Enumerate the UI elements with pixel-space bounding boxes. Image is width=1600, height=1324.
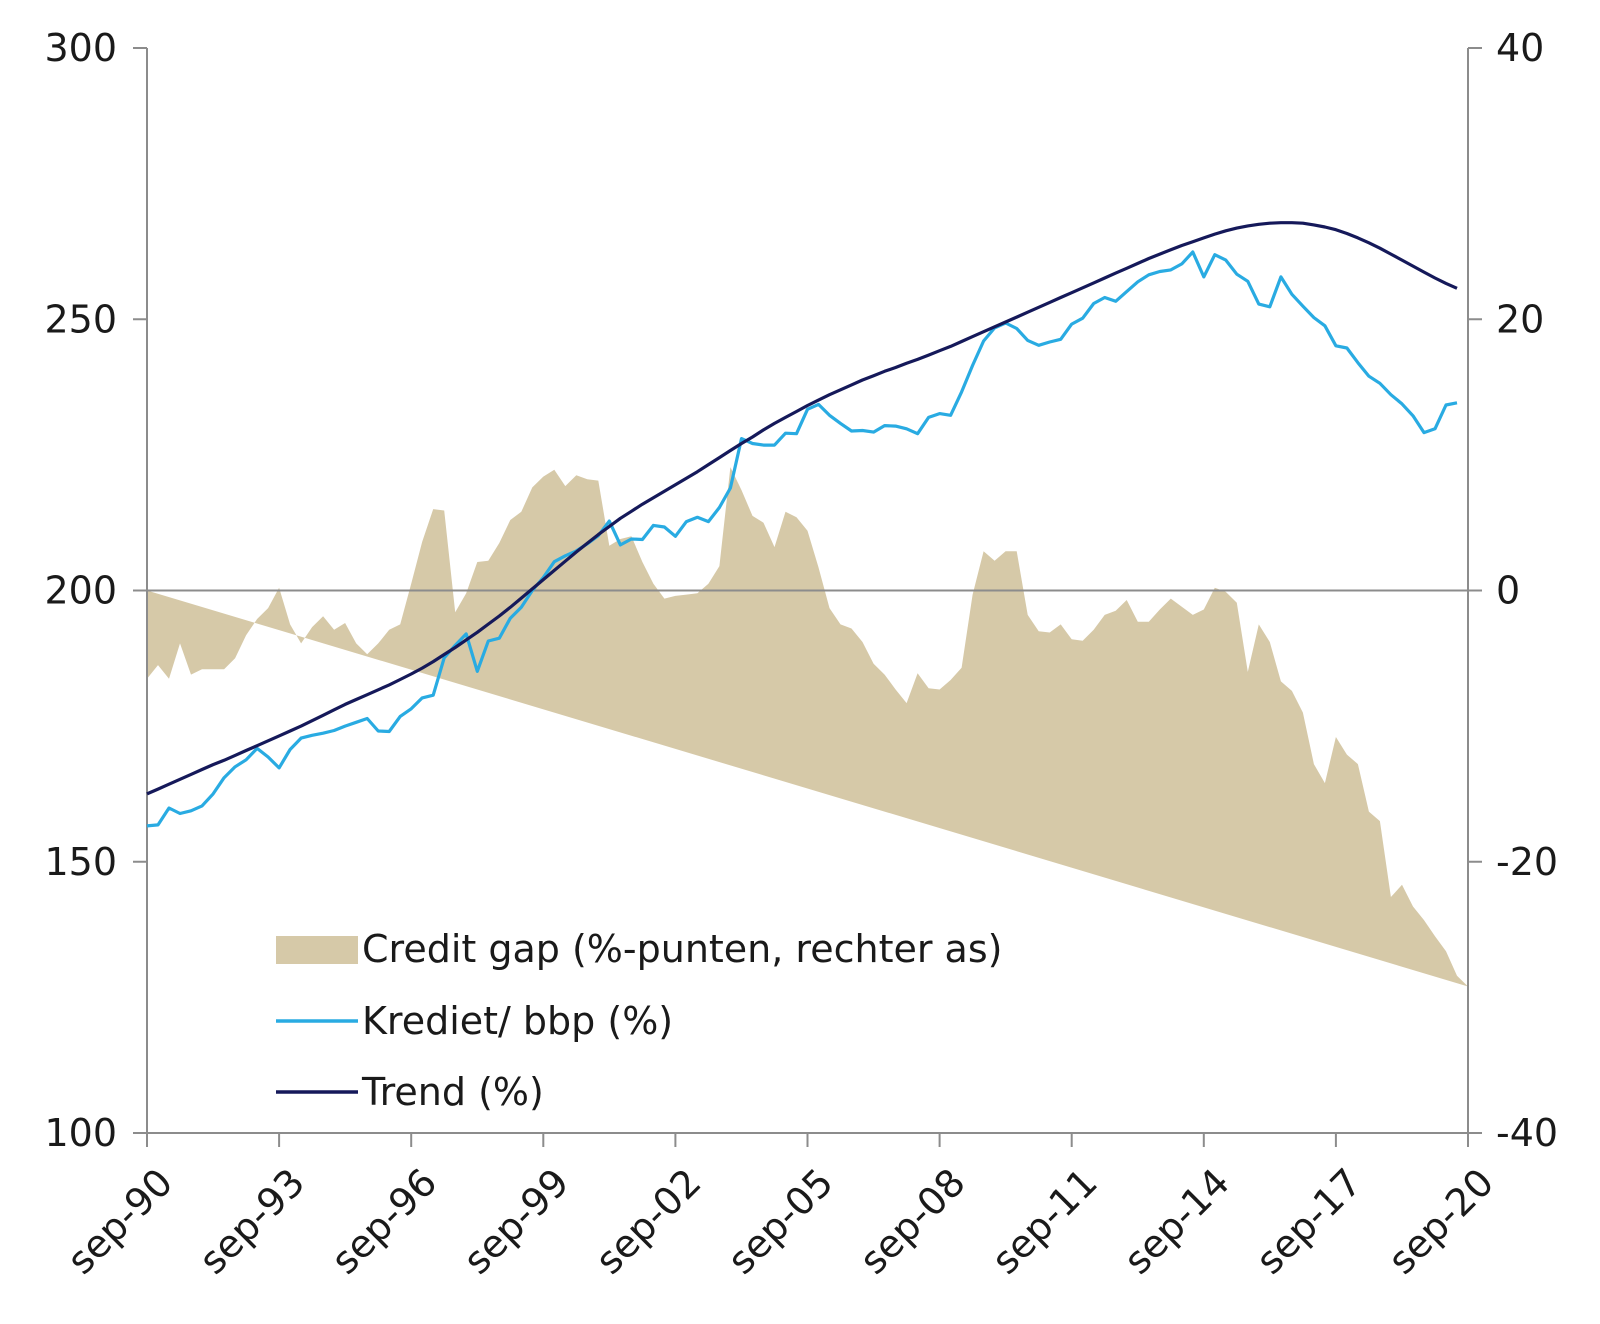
legend: Credit gap (%-punten, rechter as) Kredie…: [276, 927, 1002, 1114]
x-tick-label: sep-99: [455, 1160, 578, 1283]
right-tick-label: -40: [1496, 1111, 1558, 1155]
x-tick-label: sep-08: [851, 1160, 974, 1283]
right-tick-label: -20: [1496, 840, 1558, 884]
x-tick-label: sep-02: [587, 1160, 710, 1283]
right-tick-label: 0: [1496, 569, 1520, 613]
legend-label-krediet-bbp: Krediet/ bbp (%): [362, 999, 673, 1043]
x-tick-label: sep-11: [983, 1160, 1106, 1283]
left-tick-label: 300: [44, 26, 117, 70]
series-lines: [146, 221, 1458, 828]
x-tick-label: sep-93: [191, 1160, 314, 1283]
x-tick-label: sep-05: [719, 1160, 842, 1283]
x-tick-label: sep-90: [59, 1160, 182, 1283]
trend-line: [146, 221, 1458, 796]
x-tick-label: sep-96: [323, 1160, 446, 1283]
left-tick-label: 250: [44, 297, 117, 341]
x-tick-label: sep-20: [1380, 1160, 1503, 1283]
legend-label-trend: Trend (%): [361, 1070, 544, 1114]
x-tick-label: sep-14: [1115, 1160, 1238, 1283]
left-tick-label: 200: [44, 569, 117, 613]
legend-swatch-credit-gap: [276, 936, 358, 964]
left-tick-label: 100: [44, 1111, 117, 1155]
right-tick-label: 20: [1496, 297, 1544, 341]
krediet-bbp-line: [146, 250, 1458, 828]
credit-gap-layer: [147, 467, 1468, 987]
right-tick-label: 40: [1496, 26, 1544, 70]
x-tick-label: sep-17: [1247, 1160, 1370, 1283]
left-tick-label: 150: [44, 840, 117, 884]
credit-gap-area: [147, 467, 1468, 987]
legend-label-credit-gap: Credit gap (%-punten, rechter as): [362, 927, 1002, 971]
